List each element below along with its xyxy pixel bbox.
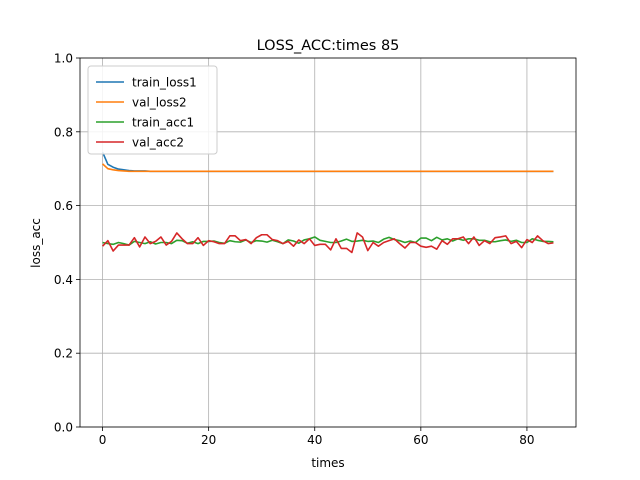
x-tick-label: 40 [307,433,322,447]
series-line-train-acc1 [102,236,554,246]
y-tick-label: 0.8 [54,125,73,139]
axes-frame [79,57,577,428]
x-tick-label: 20 [201,433,216,447]
x-tick-label: 60 [413,433,428,447]
legend-entry-label: train_acc1 [132,116,194,130]
y-tick-label: 0.4 [54,273,73,287]
series-line-val-loss2 [102,163,554,173]
legend-entry-label: train_loss1 [132,76,197,90]
x-axis-label: times [311,456,344,470]
y-tick-label: 0.6 [54,199,73,213]
series-lines [101,151,554,254]
legend: train_loss1 val_loss2 train_acc1 val_acc2 [87,65,218,155]
y-tick-label: 0.2 [54,347,73,361]
series-line-val-acc2 [101,232,554,254]
y-tick-label: 0.0 [54,421,73,435]
x-axis-ticks: 0 20 40 60 80 [99,427,535,447]
legend-entry-label: val_loss2 [132,96,187,110]
chart-title: LOSS_ACC:times 85 [257,38,400,54]
legend-box [87,65,218,155]
legend-entry-label: val_acc2 [132,136,184,150]
x-tick-label: 80 [519,433,534,447]
y-axis-ticks: 0.0 0.2 0.4 0.6 0.8 1.0 [54,52,80,435]
y-axis-label: loss_acc [29,218,43,268]
x-tick-label: 0 [99,433,107,447]
y-tick-label: 1.0 [54,52,73,66]
